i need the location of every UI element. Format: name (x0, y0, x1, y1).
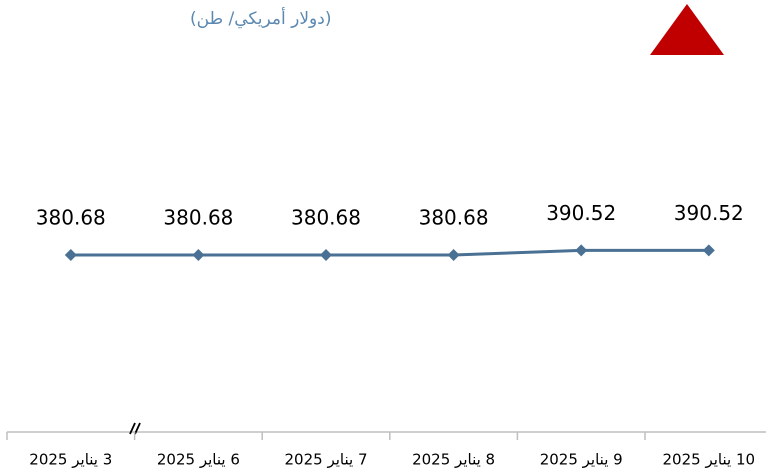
marker (575, 244, 588, 257)
data-label: 380.68 (291, 205, 361, 229)
x-tick-label: 10 يناير 2025 (663, 451, 756, 469)
data-label: 390.52 (546, 201, 616, 225)
x-tick-label: 9 يناير 2025 (540, 451, 623, 469)
marker (702, 244, 715, 257)
marker (64, 248, 77, 261)
data-label: 380.68 (36, 205, 106, 229)
axis-break (129, 422, 141, 435)
x-tick-label: 8 يناير 2025 (412, 451, 495, 469)
marker (192, 248, 205, 261)
marker (447, 248, 460, 261)
chart-subtitle: (دولار أمريكي/ طن) (190, 7, 331, 29)
indicator-triangle (650, 4, 724, 55)
marker (320, 248, 332, 261)
data-label: 390.52 (674, 201, 744, 225)
data-label: 380.68 (419, 205, 489, 229)
x-tick-label: 3 يناير 2025 (29, 451, 112, 469)
line (70, 248, 709, 257)
x-tick-label: 7 يناير 2025 (285, 451, 368, 469)
x-tick-label: 6 يناير 2025 (157, 451, 240, 469)
data-label: 380.68 (163, 205, 233, 229)
